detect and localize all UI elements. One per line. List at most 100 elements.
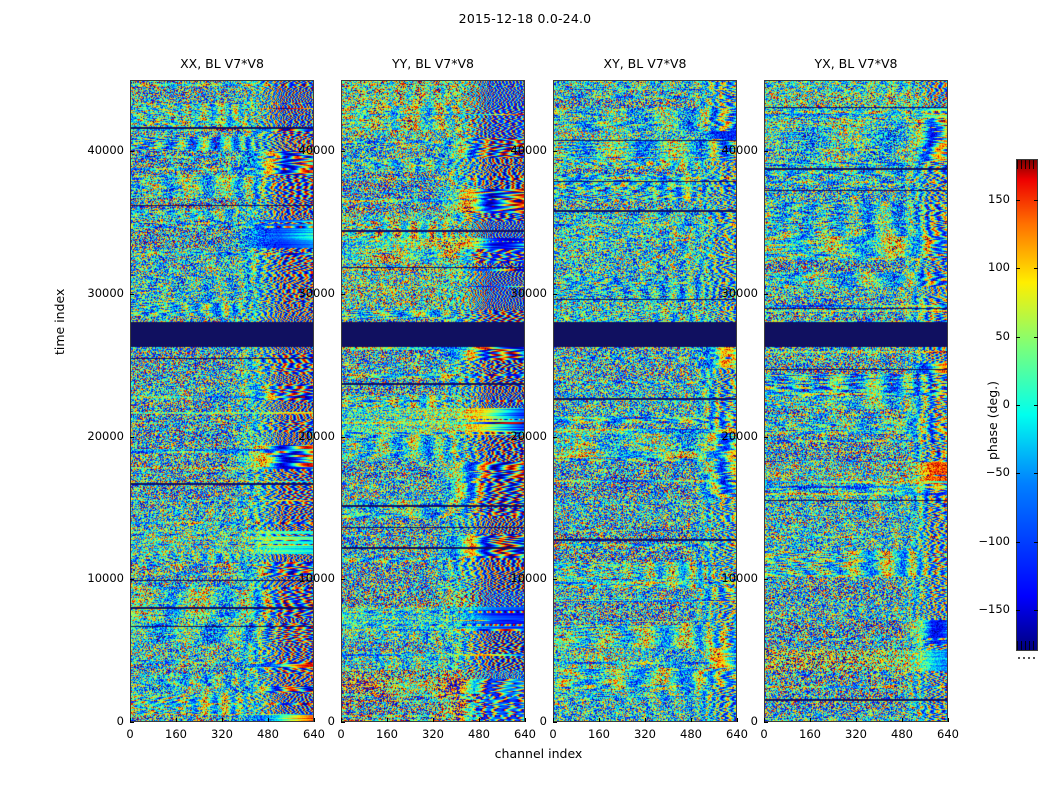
y-tick-mark: [764, 436, 768, 438]
x-tick-label: 160: [376, 727, 398, 741]
x-tick-label: 320: [634, 727, 656, 741]
y-tick-label: 30000: [721, 286, 758, 300]
x-tick-mark: [599, 718, 600, 722]
x-tick-label: 480: [680, 727, 702, 741]
y-tick-mark: [130, 436, 134, 438]
y-tick-label: 40000: [87, 143, 124, 158]
x-tick-label: 320: [211, 727, 233, 741]
x-tick-label: 640: [726, 727, 748, 741]
colorbar-tick-mark: [1034, 405, 1038, 406]
y-tick-mark: [130, 294, 134, 295]
y-tick-label: 0: [539, 714, 547, 728]
x-tick-mark: [645, 718, 646, 722]
x-tick-label: 480: [891, 727, 913, 741]
x-tick-label: 160: [165, 727, 187, 741]
y-tick-label: 20000: [87, 428, 124, 443]
y-tick-mark: [764, 722, 768, 723]
x-tick-mark: [387, 718, 388, 722]
colorbar-gradient: [1017, 160, 1037, 650]
colorbar-tick-mark: [1016, 541, 1020, 543]
x-tick-mark: [856, 718, 857, 722]
heatmap-panel-yx[interactable]: [764, 80, 948, 722]
x-tick-mark: [764, 718, 765, 722]
x-tick-mark: [902, 718, 903, 722]
x-tick-label: 160: [588, 727, 610, 741]
colorbar-tick-label: 100: [988, 260, 1010, 275]
panel-title-xy: XY, BL V7*V8: [603, 56, 687, 71]
y-tick-label: 0: [116, 714, 124, 728]
y-tick-mark: [130, 579, 134, 581]
colorbar-tick-mark: [1034, 541, 1038, 543]
colorbar-tick-mark: [1016, 405, 1020, 406]
y-tick-label: 40000: [510, 143, 547, 158]
heatmap-image-yy: [342, 81, 524, 721]
colorbar-tick-mark: [1034, 336, 1038, 338]
y-tick-label: 20000: [721, 428, 758, 443]
y-tick-label: 30000: [510, 286, 547, 300]
y-tick-mark: [341, 722, 345, 723]
y-tick-mark: [130, 722, 134, 723]
x-tick-mark: [553, 718, 554, 722]
y-tick-mark: [764, 294, 768, 295]
x-tick-mark: [691, 718, 692, 722]
colorbar-dotted-rule: [1018, 657, 1037, 659]
colorbar-tick-mark: [1016, 336, 1020, 338]
colorbar-over-hatch: [1017, 160, 1037, 169]
x-tick-mark: [433, 718, 434, 722]
heatmap-image-xx: [131, 81, 313, 721]
x-tick-mark: [948, 718, 949, 722]
y-tick-label: 10000: [87, 571, 124, 586]
colorbar-label: phase (deg.): [985, 381, 1000, 460]
y-tick-mark: [553, 722, 557, 723]
heatmap-image-yx: [765, 81, 947, 721]
colorbar-tick-mark: [1034, 473, 1038, 475]
colorbar-tick-mark: [1034, 268, 1038, 270]
colorbar-tick-mark: [1034, 610, 1038, 611]
y-tick-label: 30000: [298, 286, 335, 300]
panel-title-yy: YY, BL V7*V8: [392, 56, 474, 71]
colorbar-tick-label: −50: [985, 465, 1010, 480]
colorbar-tick-mark: [1016, 268, 1020, 270]
heatmap-image-xy: [554, 81, 736, 721]
y-tick-label: 30000: [87, 286, 124, 300]
x-axis-label: channel index: [494, 746, 583, 761]
y-tick-mark: [553, 436, 557, 438]
x-tick-mark: [130, 718, 131, 722]
x-tick-mark: [314, 718, 315, 722]
x-tick-label: 0: [549, 727, 557, 741]
x-tick-label: 640: [514, 727, 536, 741]
colorbar-tick-mark: [1016, 200, 1020, 201]
figure-suptitle: 2015-12-18 0.0-24.0: [458, 11, 592, 26]
colorbar-tick-mark: [1034, 200, 1038, 201]
x-tick-mark: [810, 718, 811, 722]
colorbar-tick-label: 0: [1002, 397, 1010, 411]
y-tick-label: 40000: [298, 143, 335, 158]
y-tick-label: 20000: [298, 428, 335, 443]
colorbar-tick-mark: [1016, 473, 1020, 475]
y-tick-mark: [341, 294, 345, 295]
colorbar-tick-label: 50: [995, 328, 1010, 343]
x-tick-label: 320: [845, 727, 867, 741]
heatmap-panel-xy[interactable]: [553, 80, 737, 722]
y-tick-label: 10000: [298, 571, 335, 586]
x-tick-mark: [525, 718, 526, 722]
colorbar-tick-label: −100: [978, 533, 1010, 548]
y-tick-mark: [130, 151, 134, 153]
colorbar-under-hatch: [1017, 641, 1037, 650]
heatmap-panel-yy[interactable]: [341, 80, 525, 722]
y-tick-mark: [553, 579, 557, 581]
y-tick-label: 20000: [510, 428, 547, 443]
y-tick-label: 10000: [721, 571, 758, 586]
y-tick-mark: [341, 579, 345, 581]
x-tick-label: 0: [126, 727, 134, 741]
y-tick-mark: [764, 579, 768, 581]
heatmap-panel-xx[interactable]: [130, 80, 314, 722]
x-tick-label: 160: [799, 727, 821, 741]
y-tick-label: 10000: [510, 571, 547, 586]
y-tick-mark: [341, 436, 345, 438]
y-tick-mark: [553, 294, 557, 295]
x-tick-label: 480: [468, 727, 490, 741]
x-tick-label: 320: [422, 727, 444, 741]
y-tick-label: 0: [750, 714, 758, 728]
y-tick-label: 40000: [721, 143, 758, 158]
